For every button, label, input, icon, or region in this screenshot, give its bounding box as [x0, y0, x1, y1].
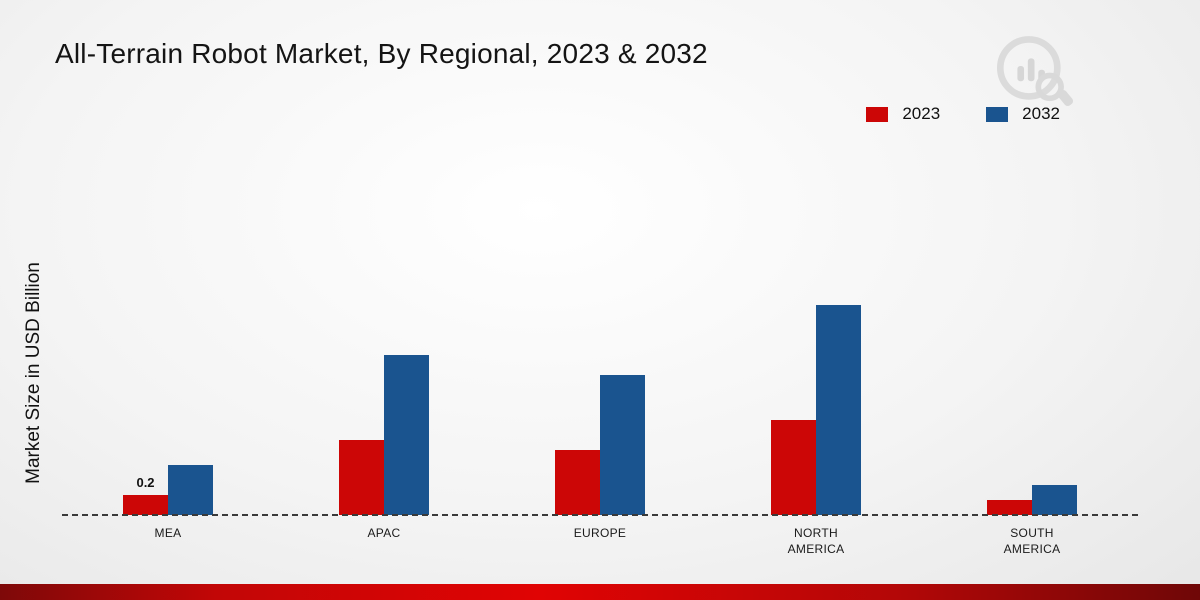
y-axis-label: Market Size in USD Billion — [23, 262, 44, 484]
bar-group-europe: EUROPE — [555, 375, 645, 540]
category-label: EUROPE — [573, 526, 627, 540]
bars — [771, 305, 861, 515]
bars: 0.2 — [123, 465, 213, 515]
x-axis-baseline — [62, 514, 1138, 516]
legend-label: 2023 — [902, 104, 941, 123]
category-label: APAC — [367, 526, 401, 540]
bottom-accent-bar — [0, 584, 1200, 600]
bar-2032-south-america — [1032, 485, 1077, 515]
legend-label: 2032 — [1022, 104, 1060, 123]
bar-group-mea: 0.2 MEA — [123, 465, 213, 540]
bars — [987, 485, 1077, 515]
chart-title: All-Terrain Robot Market, By Regional, 2… — [55, 38, 708, 69]
category-label: MEA — [154, 526, 182, 540]
legend-swatch-2023 — [866, 106, 889, 122]
bar-group-south-america: SOUTH AMERICA — [987, 485, 1077, 556]
bar-2023-apac — [339, 440, 384, 515]
bar-2032-mea — [168, 465, 213, 515]
bar-group-apac: APAC — [339, 355, 429, 540]
bar-2032-europe — [600, 375, 645, 515]
bar-2023-south-america — [987, 500, 1032, 515]
bar-group-north-america: NORTH AMERICA — [771, 305, 861, 556]
bar-2032-north-america — [816, 305, 861, 515]
bar-2023-north-america — [771, 420, 816, 515]
legend: 2023 2032 — [866, 104, 1060, 124]
bar-2023-europe — [555, 450, 600, 515]
bar-2023-mea: 0.2 — [123, 475, 168, 515]
bars — [555, 375, 645, 515]
category-label: SOUTH AMERICA — [1003, 526, 1061, 557]
legend-swatch-2032 — [986, 106, 1009, 122]
plot-area: 0.2 MEA APAC EUROPE NORTH AMERICA SOUTH AMERI… — [60, 140, 1140, 556]
bar-data-label: 0.2 — [136, 475, 155, 490]
bars — [339, 355, 429, 515]
brand-watermark-icon — [996, 36, 1074, 107]
bar-2032-apac — [384, 355, 429, 515]
legend-item-2023: 2023 — [866, 104, 940, 124]
legend-item-2032: 2032 — [986, 104, 1060, 124]
bar-groups: 0.2 MEA APAC EUROPE NORTH AMERICA SOUTH AMERI… — [60, 140, 1140, 556]
category-label: NORTH AMERICA — [787, 526, 845, 557]
